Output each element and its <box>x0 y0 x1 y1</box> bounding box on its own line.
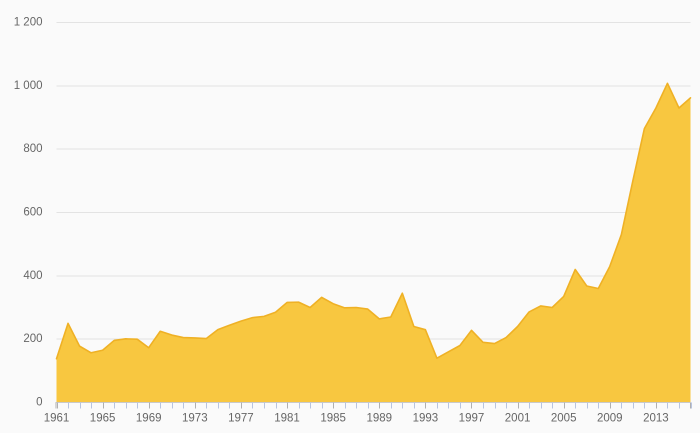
x-axis <box>55 402 692 409</box>
x-tick-label: 1969 <box>136 413 162 425</box>
x-tick-label: 1981 <box>274 413 300 425</box>
y-tick-label: 1 200 <box>14 17 43 29</box>
x-tick-label: 2005 <box>551 413 577 425</box>
y-tick-label: 200 <box>23 333 42 345</box>
y-axis-labels: 0 200 400 600 800 1 000 1 200 <box>14 17 43 409</box>
x-tick-label: 1989 <box>366 413 392 425</box>
x-tick-label: 1973 <box>182 413 208 425</box>
x-axis-labels: 1961 1965 1969 1973 1977 1981 1985 1989 1993 1997… <box>44 413 669 425</box>
x-tick-label: 1965 <box>90 413 116 425</box>
x-tick-label: 1993 <box>413 413 439 425</box>
y-tick-label: 400 <box>23 270 42 282</box>
y-tick-label: 1 000 <box>14 80 43 92</box>
y-tick-label: 0 <box>36 397 42 409</box>
y-tick-label: 800 <box>23 143 42 155</box>
x-tick-label: 1985 <box>320 413 346 425</box>
area-series <box>55 82 692 403</box>
x-tick-label: 1997 <box>459 413 485 425</box>
x-tick-label: 2009 <box>597 413 623 425</box>
x-tick-label: 1977 <box>228 413 254 425</box>
x-tick-label: 1961 <box>44 413 70 425</box>
area-line-path <box>55 82 692 360</box>
x-tick-label: 2001 <box>505 413 531 425</box>
x-tick-label: 2013 <box>643 413 669 425</box>
area-fill-path <box>56 83 691 403</box>
y-tick-label: 600 <box>23 207 42 219</box>
